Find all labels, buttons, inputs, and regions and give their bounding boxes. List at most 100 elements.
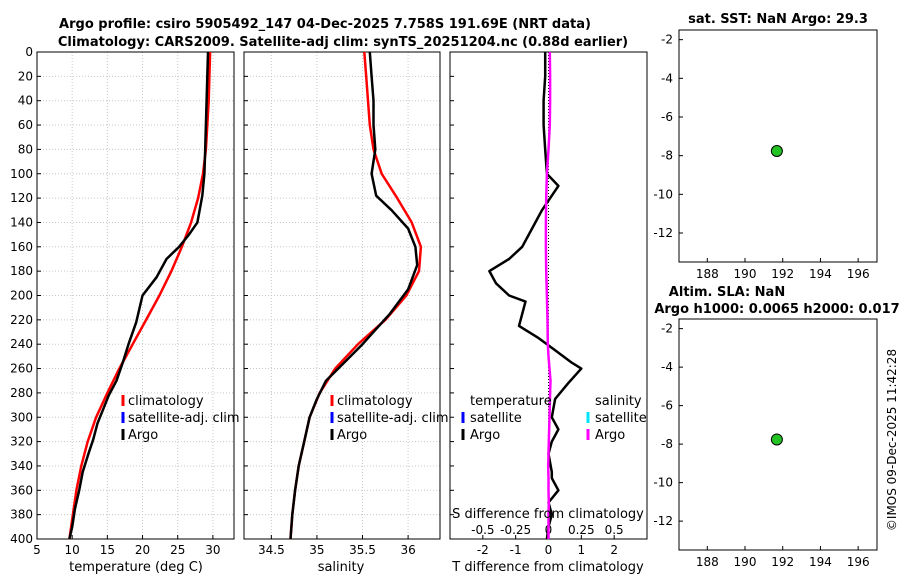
sst-map-title: sat. SST: NaN Argo: 29.3: [688, 12, 868, 27]
y-tick-label: -4: [661, 71, 673, 85]
x-tick-label: 5: [33, 543, 41, 557]
legend-label-climatology: climatology: [337, 394, 413, 409]
axes-frame: [678, 29, 878, 263]
difference-xlabel: T difference from climatology: [451, 560, 644, 575]
x-tick-label: 194: [809, 267, 832, 281]
x-tick-label: 188: [696, 555, 719, 569]
legend-label-t-satellite: satellite: [470, 411, 522, 426]
y-tick-label: 360: [10, 483, 33, 497]
x-tick-label: 30: [205, 543, 220, 557]
legend-label-satellite: satellite-adj. clim: [128, 411, 240, 426]
difference-legend: temperature satellite Argo salinity sate…: [461, 394, 647, 443]
y-tick-label: -6: [661, 399, 673, 413]
x-tick-label: 194: [809, 555, 832, 569]
legend-label-argo: Argo: [128, 428, 158, 443]
sla-map-title-line2: Argo h1000: 0.0065 h2000: 0.017: [654, 302, 899, 317]
y-tick-label: 40: [18, 94, 33, 108]
y-tick-label: 240: [10, 337, 33, 351]
series-line-argo: [68, 51, 210, 540]
y-tick-label: 80: [18, 142, 33, 156]
x-tick-label: 35.5: [349, 543, 376, 557]
x-tick-label: 10: [65, 543, 80, 557]
series-line-argo: [289, 51, 419, 540]
difference-top-label: S difference from climatology: [452, 507, 644, 522]
legend-label-temperature: temperature: [470, 394, 552, 409]
sst-map-panel: -2 -4 -6 -8 -10 -12 188 190 192 194 196: [653, 29, 878, 281]
x-tick-label: -2: [477, 543, 489, 557]
figure-title-line2: Climatology: CARS2009. Satellite-adj cli…: [58, 35, 628, 50]
legend-label-climatology: climatology: [128, 394, 204, 409]
y-tick-label: -2: [661, 322, 673, 336]
x-tick-label: 192: [771, 267, 794, 281]
y-tick-label: -6: [661, 110, 673, 124]
y-tick-label: 260: [10, 362, 33, 376]
x-tick-label: 2: [610, 543, 618, 557]
timestamp-label: ©IMOS 09-Dec-2025 11:42:28: [885, 349, 899, 531]
top-x-tick-label: -0.5: [471, 523, 494, 537]
top-x-tick-label: 0.5: [605, 523, 624, 537]
top-x-tick-label: 0.25: [568, 523, 595, 537]
y-tick-label: 60: [18, 118, 33, 132]
x-tick-label: -1: [510, 543, 522, 557]
legend-label-t-argo: Argo: [470, 428, 500, 443]
x-tick-label: 188: [696, 267, 719, 281]
x-tick-label: 190: [734, 555, 757, 569]
y-tick-label: 20: [18, 69, 33, 83]
y-tick-label: 380: [10, 508, 33, 522]
x-tick-label: 34.5: [258, 543, 285, 557]
x-tick-label: 192: [771, 555, 794, 569]
y-tick-label: 0: [25, 45, 33, 59]
argo-location-marker: [770, 144, 783, 157]
y-tick-label: -8: [661, 149, 673, 163]
y-tick-label: -2: [661, 33, 673, 47]
legend-label-s-argo: Argo: [595, 428, 625, 443]
x-tick-label: 20: [135, 543, 150, 557]
x-tick-label: 196: [847, 555, 870, 569]
x-tick-label: 35: [309, 543, 324, 557]
axes-frame: [243, 51, 441, 540]
x-tick-label: 15: [100, 543, 115, 557]
axes-frame: [678, 318, 878, 551]
y-tick-label: 160: [10, 240, 33, 254]
y-tick-label: 340: [10, 459, 33, 473]
y-tick-label: -8: [661, 437, 673, 451]
salinity-xlabel: salinity: [318, 560, 365, 575]
salinity-legend: climatology satellite-adj. clim Argo: [330, 394, 449, 443]
legend-label-salinity: salinity: [595, 394, 642, 409]
y-tick-label: 120: [10, 191, 33, 205]
y-tick-label: 280: [10, 386, 33, 400]
salinity-panel: 34.5 35 35.5 36: [243, 51, 441, 557]
legend-label-s-satellite: satellite: [595, 411, 647, 426]
series-line-argo-s-diff: [544, 51, 552, 539]
x-tick-label: 1: [578, 543, 586, 557]
y-tick-label: -10: [653, 187, 673, 201]
y-tick-label: 300: [10, 410, 33, 424]
series-line-argo-t-diff: [488, 52, 583, 540]
y-tick-label: 100: [10, 167, 33, 181]
x-tick-label: 36: [400, 543, 415, 557]
x-tick-label: 190: [734, 267, 757, 281]
y-tick-label: -10: [653, 476, 673, 490]
sla-map-panel: -2 -4 -6 -8 -10 -12 188 190 192 194 196: [653, 318, 878, 569]
temperature-legend: climatology satellite-adj. clim Argo: [121, 394, 240, 443]
y-tick-label: -12: [653, 514, 673, 528]
temperature-xlabel: temperature (deg C): [69, 560, 203, 575]
y-tick-label: 400: [10, 532, 33, 546]
y-tick-label: -12: [653, 226, 673, 240]
argo-location-marker: [770, 433, 783, 446]
x-tick-label: 25: [170, 543, 185, 557]
axes-frame: [36, 51, 235, 540]
legend-label-satellite: satellite-adj. clim: [337, 411, 449, 426]
sla-map-title-line1: Altim. SLA: NaN: [669, 285, 785, 300]
y-tick-label: 140: [10, 215, 33, 229]
figure-title-line1: Argo profile: csiro 5905492_147 04-Dec-2…: [59, 17, 591, 32]
y-tick-label: -4: [661, 360, 673, 374]
x-tick-label: 0: [545, 543, 553, 557]
legend-label-argo: Argo: [337, 428, 367, 443]
y-tick-label: 320: [10, 435, 33, 449]
x-tick-label: 196: [847, 267, 870, 281]
y-tick-label: 220: [10, 313, 33, 327]
y-tick-label: 200: [10, 289, 33, 303]
